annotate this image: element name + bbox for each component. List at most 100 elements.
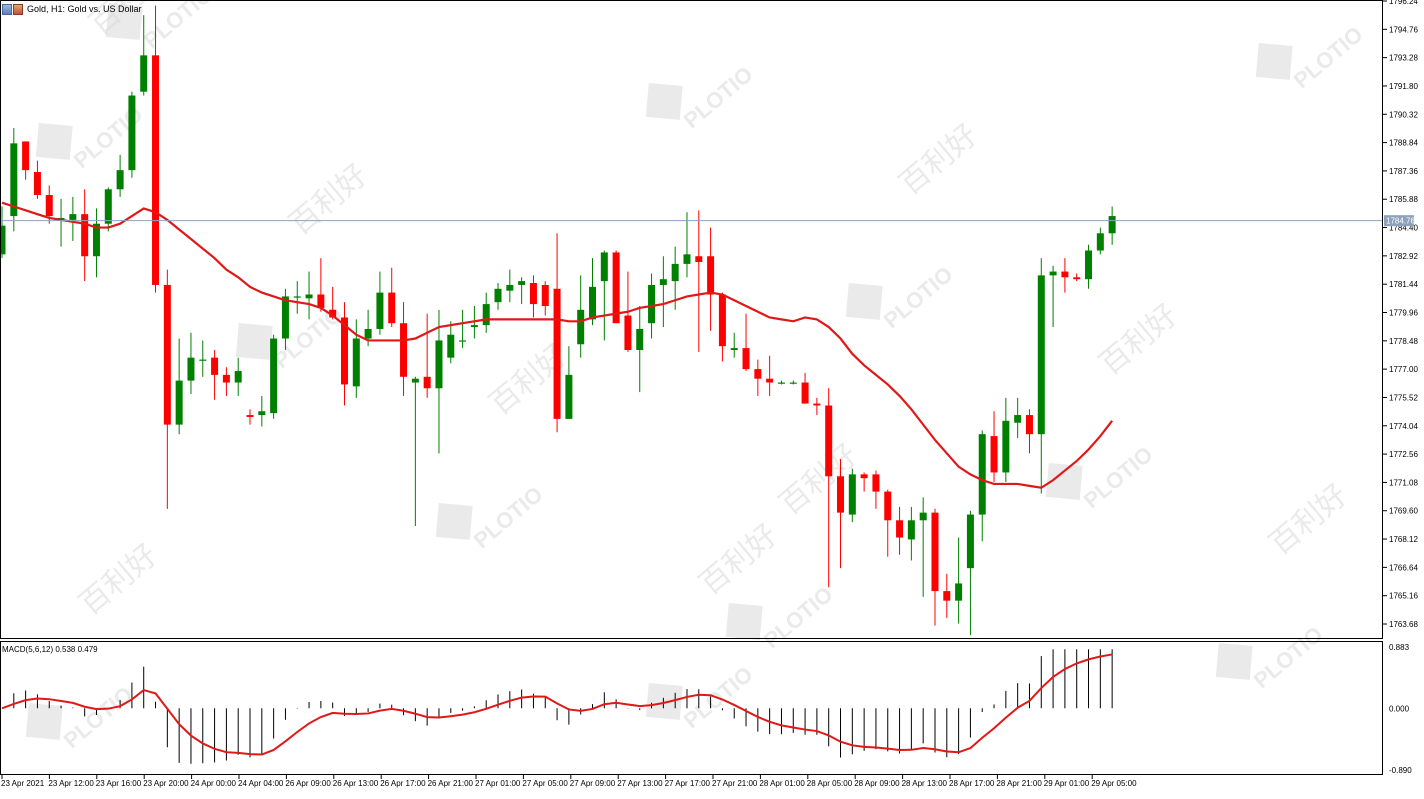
candle: [683, 212, 691, 278]
candle: [529, 275, 537, 318]
time-tick-label: 23 Apr 2021: [1, 779, 45, 788]
candle: [695, 210, 703, 352]
candle: [659, 256, 667, 328]
price-tick-label: 1778.48: [1389, 337, 1418, 346]
price-tick-label: 1769.60: [1389, 507, 1418, 516]
candle: [0, 206, 6, 259]
candle: [376, 271, 384, 335]
candle: [10, 128, 18, 232]
time-tick-label: 24 Apr 00:00: [191, 779, 237, 788]
price-tick-label: 1766.64: [1389, 563, 1418, 572]
candle: [33, 160, 41, 199]
candle: [104, 187, 112, 232]
candle: [541, 281, 549, 316]
macd-tick-label: 0.000: [1389, 704, 1410, 713]
candle: [1061, 258, 1069, 293]
candle: [57, 198, 65, 247]
candle: [234, 357, 242, 396]
candle: [1049, 265, 1057, 328]
time-tick-label: 29 Apr 05:00: [1091, 779, 1137, 788]
moving-average-line: [1, 201, 1114, 489]
time-tick-label: 29 Apr 01:00: [1044, 779, 1090, 788]
time-tick-label: 26 Apr 21:00: [428, 779, 474, 788]
candle: [116, 154, 124, 197]
candle: [742, 313, 750, 372]
candle: [447, 321, 455, 364]
candle: [919, 497, 927, 597]
chart-window-icon: [2, 3, 24, 15]
price-tick-label: 1785.88: [1389, 195, 1418, 204]
macd-tick-label: 0.883: [1389, 643, 1410, 652]
candle: [270, 334, 278, 419]
candle: [1002, 397, 1010, 483]
chart-title: Gold, H1: Gold vs. US Dollar: [27, 4, 142, 14]
candle: [518, 277, 526, 305]
current-price-label: 1784.76: [1384, 215, 1415, 227]
candle: [494, 283, 502, 310]
candle: [1108, 206, 1116, 245]
candle: [966, 510, 974, 636]
candle: [305, 271, 313, 320]
candle: [636, 305, 644, 393]
candle: [258, 395, 266, 427]
candle: [92, 208, 100, 278]
price-tick-label: 1793.28: [1389, 54, 1418, 63]
candle: [140, 15, 148, 96]
price-tick-label: 1779.96: [1389, 309, 1418, 318]
candle: [281, 288, 289, 351]
time-tick-label: 27 Apr 05:00: [522, 779, 568, 788]
candle: [754, 359, 762, 396]
time-tick-label: 28 Apr 21:00: [996, 779, 1042, 788]
price-tick-label: 1763.68: [1389, 620, 1418, 629]
candle: [69, 196, 77, 241]
candle: [884, 489, 892, 557]
candle: [22, 141, 30, 180]
candle: [825, 388, 833, 588]
time-tick-label: 24 Apr 04:00: [238, 779, 284, 788]
price-tick-label: 1794.76: [1389, 25, 1418, 34]
time-axis[interactable]: 23 Apr 2021 23 Apr 12:00 23 Apr 16:00 23 Ap…: [1, 775, 1137, 788]
candle: [931, 508, 939, 626]
price-tick-label: 1765.16: [1389, 592, 1418, 601]
candle: [707, 227, 715, 331]
candle: [848, 468, 856, 523]
candle: [187, 332, 195, 395]
candle: [612, 250, 620, 324]
chart-title-bar: Gold, H1: Gold vs. US Dollar: [2, 2, 142, 16]
price-tick-label: 1782.92: [1389, 252, 1418, 261]
price-tick-label: 1774.04: [1389, 422, 1418, 431]
candle: [459, 309, 467, 349]
candle: [506, 269, 514, 303]
time-tick-label: 27 Apr 01:00: [475, 779, 521, 788]
candle: [317, 258, 325, 312]
candle: [730, 332, 738, 358]
candle: [340, 302, 348, 406]
candle: [329, 286, 337, 320]
candle: [955, 537, 963, 624]
candle: [222, 367, 230, 396]
time-tick-label: 27 Apr 09:00: [570, 779, 616, 788]
price-tick-label: 1781.44: [1389, 280, 1418, 289]
macd-pane-border: [0, 641, 1383, 775]
time-tick-label: 23 Apr 12:00: [48, 779, 94, 788]
time-tick-label: 23 Apr 16:00: [96, 779, 142, 788]
candle: [907, 506, 915, 561]
candle: [1014, 397, 1022, 439]
candle: [246, 409, 254, 425]
price-tick-label: 1787.36: [1389, 167, 1418, 176]
price-tick-label: 1768.12: [1389, 535, 1418, 544]
price-tick-label: 1772.56: [1389, 450, 1418, 459]
candle: [896, 506, 904, 555]
candle-series: [0, 5, 1116, 636]
candle: [163, 269, 171, 509]
candle: [718, 292, 726, 362]
candle: [199, 340, 207, 377]
candle: [435, 309, 443, 454]
price-axis[interactable]: 1796.24 1794.76 1793.28 1791.80 1790.32 1788.…: [1383, 0, 1418, 629]
candle: [789, 380, 797, 385]
time-tick-label: 27 Apr 13:00: [617, 779, 663, 788]
candle: [128, 91, 136, 178]
candle: [777, 380, 785, 385]
